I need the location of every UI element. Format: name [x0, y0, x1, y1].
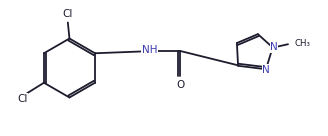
Text: Cl: Cl: [17, 94, 28, 104]
Text: N: N: [270, 42, 278, 52]
Text: N: N: [262, 65, 270, 75]
Text: NH: NH: [142, 45, 157, 55]
Text: Cl: Cl: [63, 9, 73, 19]
Text: CH₃: CH₃: [295, 39, 310, 48]
Text: O: O: [176, 80, 184, 90]
